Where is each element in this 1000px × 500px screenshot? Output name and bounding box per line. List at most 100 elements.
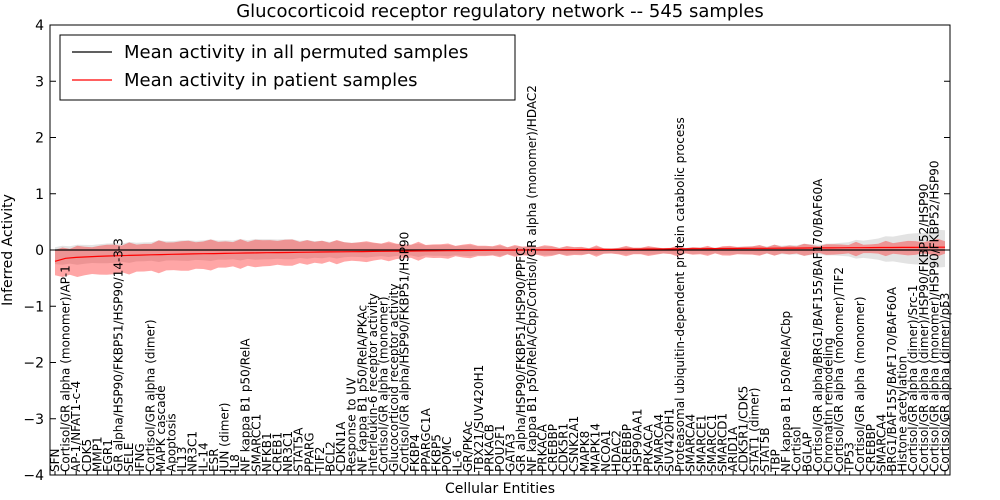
x-tick-label: STAT1 (dimer) xyxy=(747,388,761,472)
x-tick-label: MAPK cascade xyxy=(154,385,168,472)
legend-box xyxy=(59,34,516,101)
y-tick-label: 3 xyxy=(35,74,44,90)
x-tick-label: NR3C1 xyxy=(186,431,200,472)
x-tick-label: PRKACB xyxy=(482,424,496,472)
permuted-band xyxy=(55,229,945,268)
x-tick-label: CREB1 xyxy=(271,432,285,472)
x-tick-label: CREBBP xyxy=(864,424,878,472)
x-tick-label: NR3C1 xyxy=(281,431,295,472)
legend: Mean activity in all permuted samples Me… xyxy=(59,34,516,101)
x-tick-label: SMARCA4 xyxy=(684,414,698,472)
x-tick-label: NF kappa B1 p50/RelA/PKAc xyxy=(355,305,369,472)
x-tick-label: HSP90AA1 xyxy=(631,408,645,472)
x-tick-label: Cortisol/GR alpha (monomer)/TIF2 xyxy=(832,267,846,472)
y-tick-label: −4 xyxy=(23,468,44,484)
x-tick-label: JUN (dimer) xyxy=(218,403,232,473)
x-tick-label: CDK5R1/CDK5 xyxy=(737,386,751,472)
x-tick-label: NFKB1 xyxy=(260,432,274,472)
x-tick-label: SMARCD1 xyxy=(716,413,730,472)
x-tick-label: FKBP4 xyxy=(408,434,422,472)
x-tick-label: PPARG xyxy=(302,432,316,472)
x-tick-label: IFNG xyxy=(133,443,147,472)
x-tick-label: NCOA1 xyxy=(599,430,613,472)
y-tick-label: 2 xyxy=(35,131,44,147)
x-tick-label: Chromatin remodeling xyxy=(822,338,836,472)
y-tick-label: 4 xyxy=(35,18,44,34)
x-axis-label: Cellular Entities xyxy=(445,481,555,497)
x-tick-label: Cortisol/GR alpha/HSP90/FKBP51/HSP90 xyxy=(398,232,412,472)
x-tick-label: Glucocorticoid receptor activity xyxy=(387,284,401,472)
x-tick-label: Cortisol/GR alpha (dimer)/p53 xyxy=(938,293,952,472)
x-tick-label: Cortisol/GR alpha/BRG1/BAF155/BAF170/BAF… xyxy=(811,178,825,472)
x-tick-label: Cortisol/GR alpha (monomer) xyxy=(377,296,391,472)
x-tick-label: AP-1/NFAT1-c-4 xyxy=(69,381,83,472)
y-axis-label: Inferred Activity xyxy=(0,194,16,306)
x-tick-label: IL8 xyxy=(228,454,242,472)
legend-label-permuted: Mean activity in all permuted samples xyxy=(124,42,468,63)
x-tick-label: GR/PKAc xyxy=(461,421,475,472)
x-tick-label: SFN xyxy=(48,449,62,473)
x-tick-label: FKBP5 xyxy=(429,434,443,472)
x-tick-label: TBX21/SUV420H1 xyxy=(472,365,486,473)
legend-label-patient: Mean activity in patient samples xyxy=(124,70,418,91)
x-tick-label: GATA3 xyxy=(504,433,518,472)
x-tick-label: BRG1/BAF155/BAF170/BAF60A xyxy=(885,286,899,472)
patient-mean-line xyxy=(54,246,945,262)
x-tick-label: POMC xyxy=(440,437,454,472)
y-tick-label: −3 xyxy=(23,412,44,428)
x-tick-label: EGR1 xyxy=(101,439,115,472)
y-tick-label: −2 xyxy=(23,356,44,372)
y-tick-label: 0 xyxy=(35,243,44,259)
x-tick-label: HDAC2 xyxy=(610,430,624,472)
x-tick-label: ARID1A xyxy=(726,426,740,472)
x-tick-label: SUV420H1 xyxy=(663,408,677,472)
x-tick-label: IL-6 xyxy=(451,450,465,472)
x-tick-label: BCL2 xyxy=(324,441,338,472)
x-tick-label: BGLAP xyxy=(800,432,814,472)
x-tick-label: GR alpha/HSP90/FKBP51/HSP90/PPFC xyxy=(514,248,528,472)
x-tick-label: STAT5A xyxy=(292,427,306,472)
x-tick-label: Response to UV xyxy=(345,377,359,472)
x-tick-label: Cortisol/GR alpha (dimer) xyxy=(143,319,157,472)
x-tick-label: CREBBP xyxy=(620,424,634,472)
x-tick-label: Cortisol/GR alpha (monomer)/HSP90/FKBP52… xyxy=(927,161,941,472)
x-tick-label: SMARCE1 xyxy=(694,414,708,472)
x-tick-label: SMARCA4 xyxy=(874,414,888,472)
x-tick-label: CSNK2A1 xyxy=(567,416,581,472)
series-lines xyxy=(54,246,945,262)
x-tick-label: Interleukin-6 receptor activity xyxy=(366,293,380,472)
x-tick-label: TP53 xyxy=(843,442,857,473)
x-tick-label: NF kappa B1 p50/RelA/Cbp xyxy=(779,311,793,472)
chart-title: Glucocorticoid receptor regulatory netwo… xyxy=(236,1,764,22)
x-tick-label: MMP1 xyxy=(90,436,104,472)
x-tick-label: TBP xyxy=(769,449,783,473)
y-axis: −4 −3 −2 −1 0 1 2 3 4 xyxy=(23,18,950,484)
x-tick-label: Cortisol/GR alpha (monomer) xyxy=(853,296,867,472)
x-tick-label: Cortisol/GR alpha (dimer)/HSP90/FKBP52/H… xyxy=(917,184,931,472)
x-tick-label: Cortisol/GR alpha (monomer)/AP-1 xyxy=(59,265,73,472)
x-tick-label: IL13 xyxy=(175,447,189,473)
x-tick-label: Histone acetylation xyxy=(896,356,910,472)
y-tick-label: 1 xyxy=(35,187,44,203)
x-tick-label: ESR xyxy=(207,448,221,472)
x-tick-label: MAPK8 xyxy=(578,431,592,472)
x-tick-label: SELE xyxy=(122,443,136,472)
x-tick-label: STAT5B xyxy=(758,428,772,473)
x-tick-label: CREBBP xyxy=(546,424,560,472)
x-tick-label: Apoptosis xyxy=(165,413,179,472)
x-tick-label: IL-14 xyxy=(196,442,210,472)
x-tick-label: PRKACA xyxy=(641,423,655,472)
x-tick-label: SMARCA4 xyxy=(652,414,666,472)
x-tick-label: PRKACA xyxy=(535,423,549,472)
x-tick-label: CDKN1A xyxy=(334,421,348,472)
x-tick-label: NF kappa B1 p50/RelA xyxy=(239,338,253,472)
x-tick-label: CDK5R1 xyxy=(557,423,571,472)
x-tick-label: POU2F1 xyxy=(493,424,507,472)
x-tick-label: PPARGC1A xyxy=(419,407,433,472)
x-tick-label: Cortisol xyxy=(790,426,804,472)
x-tick-label: TIF2 xyxy=(313,447,327,473)
x-tick-label: GR alpha/HSP90/FKBP51/HSP90/14-3-3 xyxy=(112,238,126,472)
x-tick-label: Proteasomal ubiquitin-dependent protein … xyxy=(673,117,687,472)
